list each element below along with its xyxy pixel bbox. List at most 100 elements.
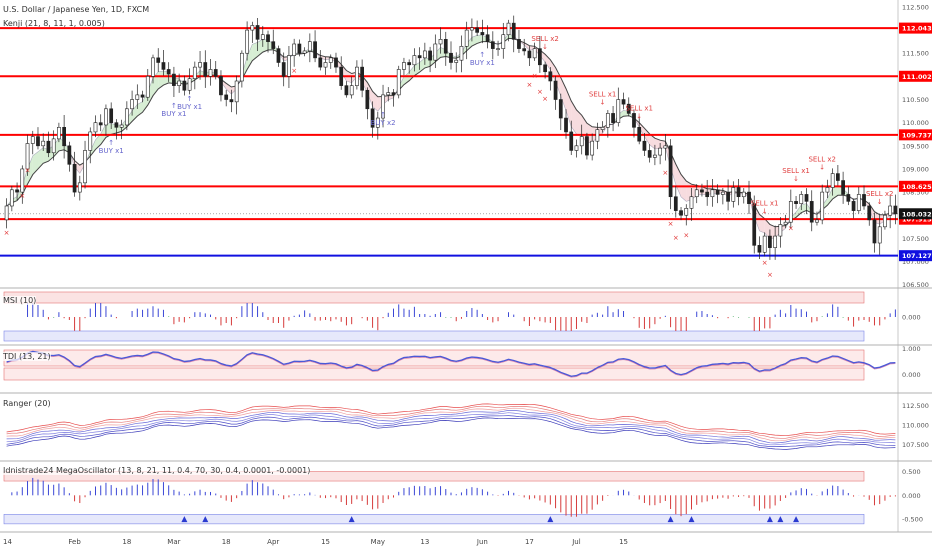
candle-down [428,50,432,61]
cloud-segment [32,151,38,175]
candle-down [862,194,866,207]
cloud-segment [153,71,159,96]
candle-up [574,145,579,151]
candle-up [234,80,239,103]
price-tick-label: 107.000 [902,258,929,266]
buy-signal-label: BUY x1 [177,103,202,111]
candle-up [198,62,202,68]
level-lines: 112.043 111.002 109.737 108.625 107.915 107.1… [0,22,932,262]
cloud-segment [147,78,153,106]
candle-up [302,50,307,54]
candle-up [77,182,82,193]
candle-down [480,32,485,36]
time-tick-label: 18 [222,538,231,546]
candle-up [349,85,354,96]
ranger-tick-label: 112.500 [902,402,929,410]
candle-up [778,224,783,237]
sell-arrow-icon: ↓ [793,175,799,183]
candle-up [454,59,459,63]
cloud-segment [471,35,478,47]
candle-down [679,210,683,216]
ranger-band-line [6,410,896,444]
cloud-segment [137,101,143,117]
candle-down [642,140,647,151]
buy-arrow-icon: ↑ [479,51,485,59]
candle-down [637,126,642,142]
candle-up [250,25,255,31]
ranger-band-line [6,405,896,439]
candle-up [177,80,182,86]
time-tick-label: 14 [3,538,12,546]
candle-up [396,69,401,96]
level-label: 109.737 [902,131,932,139]
candle-up [260,34,265,40]
candle-down [360,66,364,91]
candle-up [658,147,662,156]
candle-up [605,113,610,128]
cloud-segment [827,188,833,206]
candle-down [867,205,872,221]
level-badge [899,22,932,34]
candle-down [266,34,270,42]
buy-signal-label: BUY x1 [161,110,186,118]
candle-up [93,122,98,133]
cloud-segment [466,37,472,51]
candle-down [276,48,281,63]
cloud-segment [477,35,483,44]
candle-down [219,76,223,96]
candle-up [710,189,715,198]
time-tick-label: 18 [122,538,131,546]
time-tick-label: Apr [267,538,279,546]
time-tick-label: 15 [619,538,628,546]
candle-up [595,129,600,142]
cloud-segment [257,39,263,57]
level-badge [899,250,932,262]
symbol-title: U.S. Dollar / Japanese Yen, 1D, FXCM [3,5,150,14]
x-mark-icon: × [668,220,674,228]
candle-down [522,48,527,52]
level-badge [899,129,932,141]
candle-up [135,94,140,100]
candle-down [213,69,218,77]
time-tick-label: Mar [167,538,180,546]
msi-pane-label: MSI (10) [3,296,37,305]
sell-arrow-icon: ↓ [877,198,883,206]
candle-up [57,126,61,140]
level-label: 108.625 [902,183,932,191]
candle-down [621,99,626,105]
x-mark-icon: × [673,234,679,242]
candle-up [208,69,213,77]
candle-up [433,43,438,61]
candle-down [564,117,568,133]
sell-signal-label: SELL x2 [908,0,932,2]
x-mark-icon: × [291,67,297,75]
ranger-band-line [6,415,896,447]
candle-up [459,45,464,61]
sell-signal-label: SELL x1 [751,199,779,207]
last-price-badge [899,208,932,220]
mega-buy-arrow-icon [547,516,554,523]
cloud-segment [654,138,661,149]
candle-down [485,34,490,42]
time-tick-label: 13 [420,538,429,546]
candle-up [328,57,333,63]
buy-arrow-icon: ↑ [380,111,386,119]
candle-up [815,219,819,223]
candle-up [689,196,694,209]
cloud-segment [681,174,687,202]
ranger-band-line [6,403,896,437]
candle-up [762,235,767,253]
buy-signal-label: BUY x1 [470,59,495,67]
x-mark-icon: × [762,259,768,267]
x-mark-icon: × [537,88,543,96]
candle-up [245,29,249,54]
candle-up [470,27,474,31]
buy-signal-label: BUY x2 [371,119,396,127]
candle-down [114,122,119,128]
candle-up [506,22,511,36]
cloud-segment [524,42,530,51]
candle-up [888,205,893,216]
ranger-tick-label: 110.000 [902,422,929,430]
candle-up [590,140,595,156]
